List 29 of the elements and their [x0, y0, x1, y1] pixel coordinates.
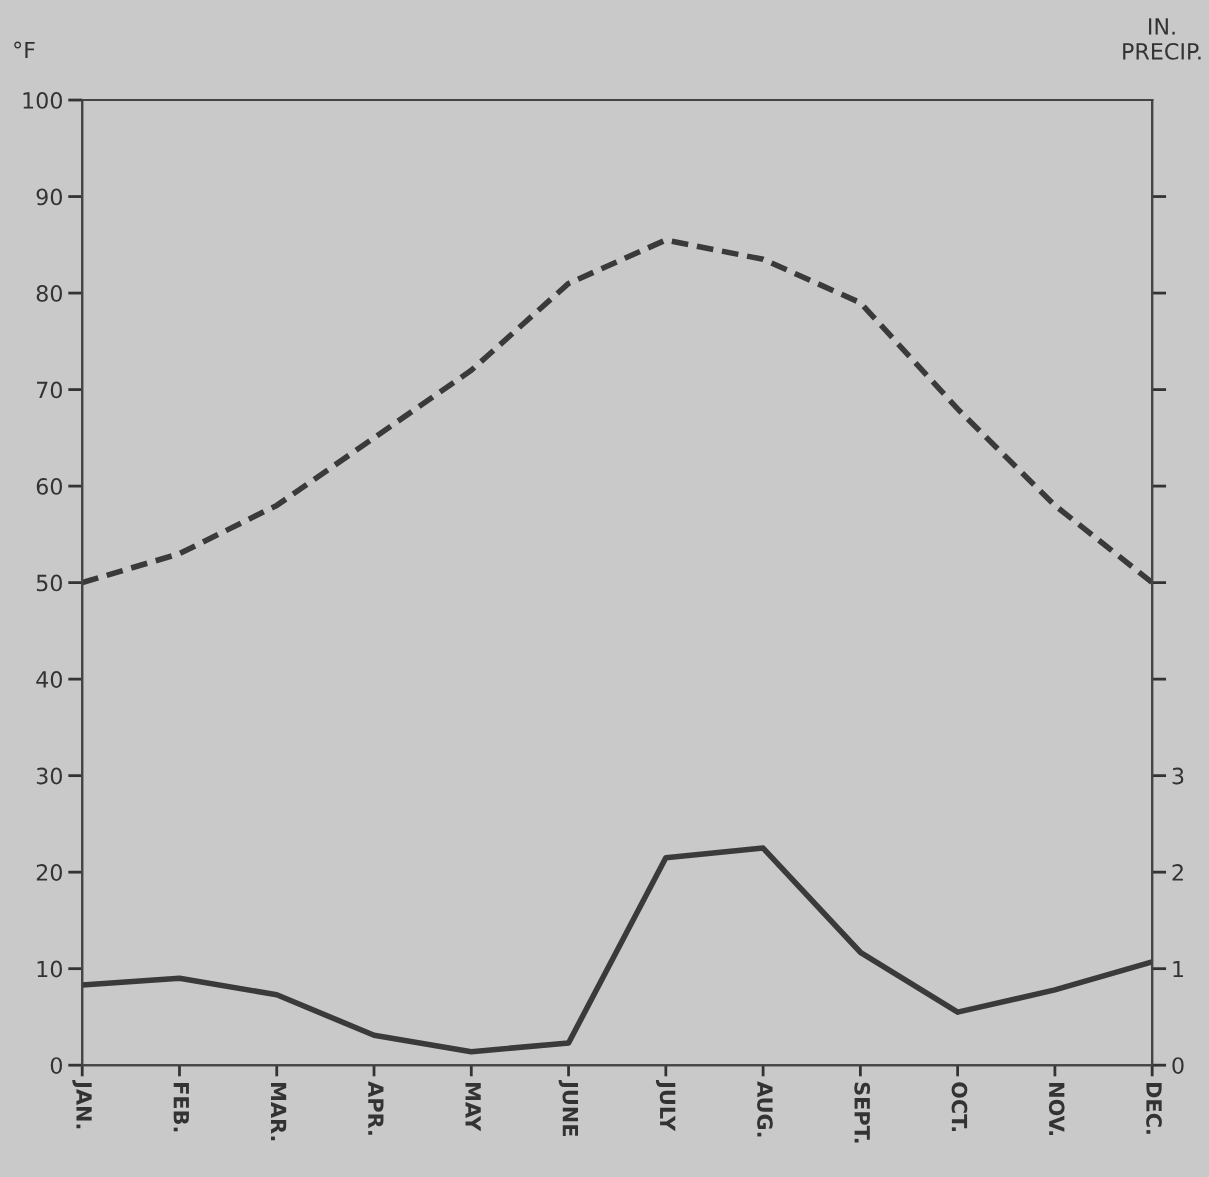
- y2-tick-label: 2: [1172, 864, 1183, 881]
- y-tick-label: 60: [36, 478, 62, 495]
- x-tick-label: JUNE: [558, 1079, 578, 1136]
- y-tick-label: 100: [23, 91, 62, 109]
- x-tick-label: OCT.: [951, 1082, 968, 1131]
- x-tick-label: MAY: [465, 1083, 481, 1132]
- y-tick-label: 50: [36, 574, 62, 592]
- y-axis-title: °F: [14, 41, 35, 59]
- x-tick-label: AUG.: [757, 1081, 773, 1137]
- x-tick-label: APR.: [368, 1081, 384, 1135]
- y2-tick-label: 1: [1173, 960, 1184, 978]
- x-tick-label: DEC.: [1146, 1083, 1162, 1134]
- y-tick-label: 40: [36, 671, 62, 688]
- x-tick-label: FEB.: [173, 1083, 189, 1132]
- y-tick-label: 20: [36, 864, 62, 881]
- x-tick-label: SEPT.: [854, 1082, 871, 1143]
- x-tick-label: JULY: [655, 1079, 676, 1132]
- y2-axis-title: IN. PRECIP.: [1123, 18, 1201, 60]
- y-tick-label: 90: [36, 188, 62, 206]
- y-tick-label: 70: [37, 381, 62, 399]
- x-tick-label: NOV.: [1048, 1083, 1065, 1135]
- y-tick-label: 80: [36, 285, 62, 302]
- y2-tick-label: 0: [1172, 1057, 1184, 1074]
- y2-tick-label: 3: [1172, 767, 1184, 785]
- y-tick-label: 30: [36, 767, 62, 785]
- y-tick-label: 0: [50, 1057, 62, 1074]
- x-tick-label: MAR.: [271, 1083, 287, 1141]
- y-tick-label: 10: [37, 960, 62, 978]
- x-tick-label: JAN.: [72, 1079, 92, 1129]
